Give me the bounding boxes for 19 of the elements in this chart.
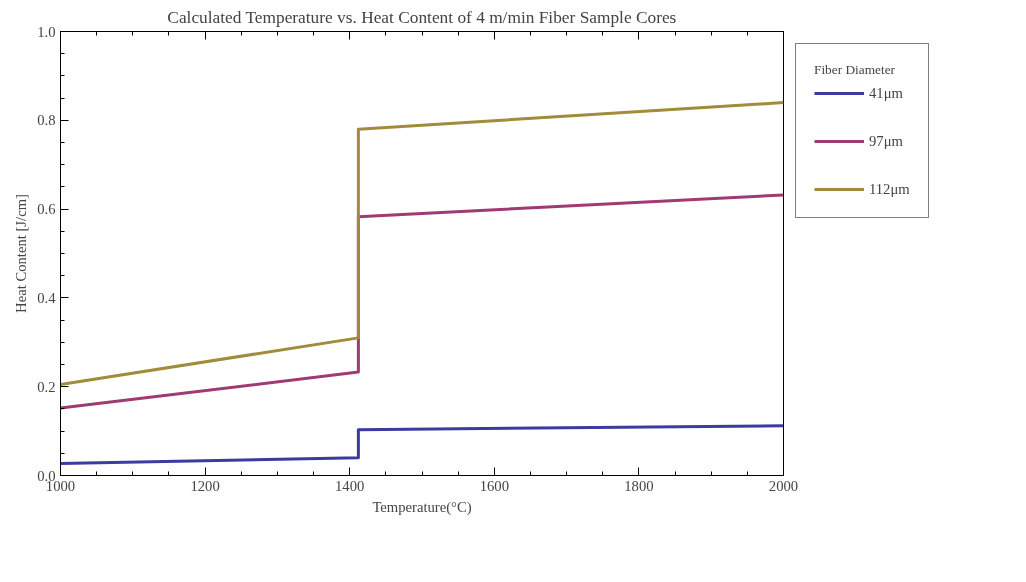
y-tick-label: 0.8 xyxy=(37,112,56,129)
line-series xyxy=(60,101,784,386)
legend-label: 97μm xyxy=(869,132,903,150)
x-tick-label: 1800 xyxy=(624,477,654,494)
x-tick-label: 1400 xyxy=(335,477,365,494)
x-tick-label: 1200 xyxy=(190,477,220,494)
y-axis-title: Heat Content [J/cm] xyxy=(13,194,30,313)
y-tick-label: 0.4 xyxy=(37,289,57,306)
legend-title: Fiber Diameter xyxy=(814,62,897,78)
y-tick-label: 0.2 xyxy=(37,378,56,395)
x-tick-label: 1600 xyxy=(479,477,509,494)
line-series xyxy=(60,424,784,466)
legend-label: 41μm xyxy=(869,84,903,102)
y-tick-label: 0.6 xyxy=(37,201,56,218)
x-tick-label: 2000 xyxy=(768,477,799,494)
x-axis-title: Temperature(°C) xyxy=(372,498,472,516)
chart-title: Calculated Temperature vs. Heat Content of 4 m/min Fiber Sample Cores xyxy=(167,7,677,27)
legend-label: 112μm xyxy=(869,180,910,198)
y-tick-label: 1.0 xyxy=(37,23,56,40)
